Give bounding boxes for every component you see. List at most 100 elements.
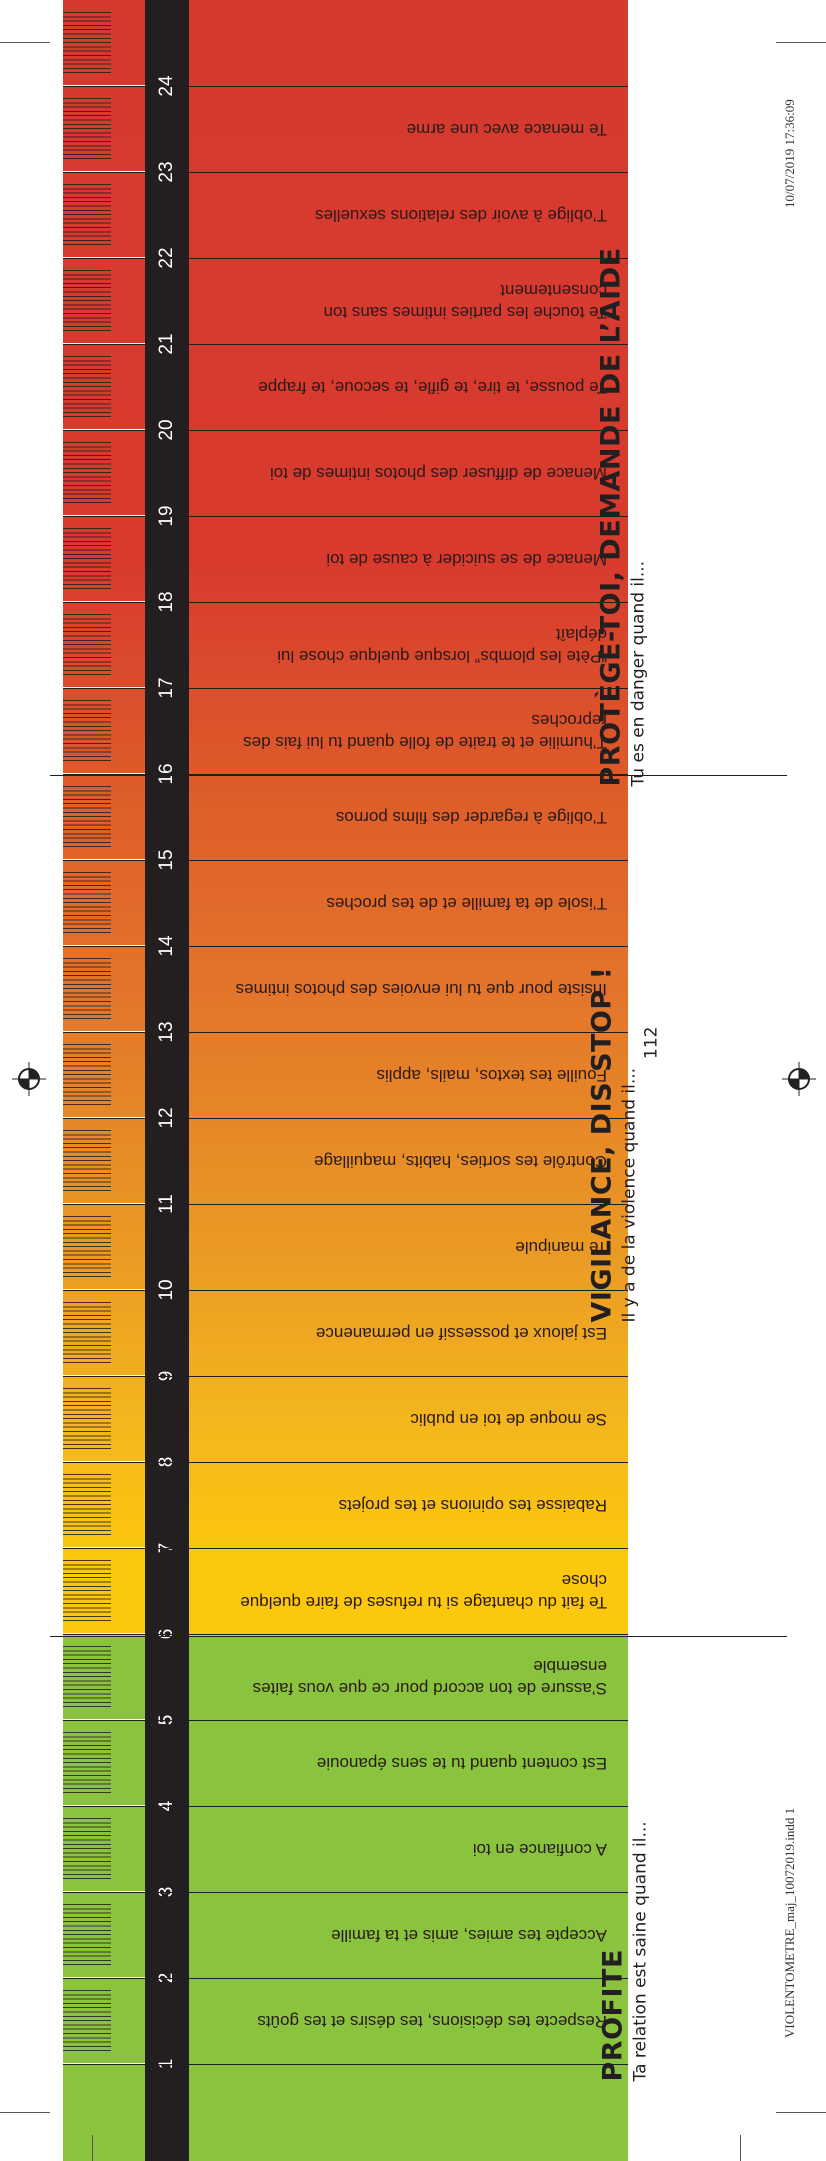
minor-ticks [63,958,111,1020]
minor-ticks [63,1646,111,1708]
scale-tick [63,343,145,344]
scale-tick [63,257,145,258]
scale-tick [63,687,145,688]
scale-tick [63,1289,145,1290]
scale-tick [63,1547,145,1548]
list-item: A confiance en toi [189,1806,607,1892]
scale-line [63,1118,628,1119]
list-item: Menace de diffuser des photos intimes de… [189,430,607,516]
section-vigilance-subtitle: Il y a de la violence quand il... [619,1067,640,1323]
list-item: T’oblige à avoir des relations sexuelles [189,172,607,258]
scale-line [63,86,628,87]
scale-line [63,1462,628,1463]
item-text: Est jaloux et possessif en permanence [315,1324,607,1343]
slug-filename: VIOLENTOMETRE_maj_10072019.indd 1 [782,1807,797,2038]
list-item: T’humilie et te traite de folle quand tu… [189,688,607,774]
minor-ticks [63,1044,111,1106]
scale-tick [63,1461,145,1462]
scale-tick [63,1203,145,1204]
scale-line [63,2064,628,2065]
crop-mark [0,2112,50,2113]
scale-line [63,946,628,947]
minor-ticks [63,1560,111,1622]
list-item: Fouille tes textos, mails, applis [189,1032,607,1118]
scale-tick [63,945,145,946]
scale-line [63,1892,628,1893]
item-text: Rabaisse tes opinions et tes projets [338,1496,607,1515]
scale-tick [63,2063,145,2064]
item-text: T’isole de ta famille et de tes proches [326,894,607,913]
item-text: Est content quand tu te sens épanouie [316,1754,607,1773]
crop-mark [740,2135,741,2161]
list-item: Respecte tes décisions, tes désirs et te… [189,1978,607,2064]
scale-line [63,1634,628,1635]
scale-tick [63,601,145,602]
zone-separator-danger [50,775,787,776]
crop-mark [0,42,50,43]
minor-ticks [63,98,111,160]
minor-ticks [63,1990,111,2052]
registration-mark-icon [12,1062,46,1096]
list-item: Insiste pour que tu lui envoies des phot… [189,946,607,1032]
minor-ticks [63,356,111,418]
minor-ticks [63,442,111,504]
scale-tick [63,1805,145,1806]
scale-tick [63,859,145,860]
item-text: T’oblige à avoir des relations sexuelles [315,206,607,225]
minor-ticks [63,1216,111,1278]
item-text: Se moque de toi en public [410,1410,607,1429]
minor-ticks [63,1302,111,1364]
section-vigilance-title: VIGILANCE, DIS STOP ! [586,966,618,1323]
minor-ticks [63,270,111,332]
list-item: Est jaloux et possessif en permanence [189,1290,607,1376]
list-item: Est content quand tu te sens épanouie [189,1720,607,1806]
crop-mark [776,42,826,43]
scale-line [63,1720,628,1721]
list-item: “Pète les plombs” lorsque quelque chose … [189,602,607,688]
scale-line [63,1376,628,1377]
section-vigilance: VIGILANCE, DIS STOP ! Il y a de la viole… [586,966,662,1323]
slug-timestamp: 10/07/2019 17:36:09 [782,99,797,208]
scale-tick [63,1031,145,1032]
section-healthy-subtitle: Ta relation est saine quand il... [630,1821,651,2082]
list-item: T’isole de ta famille et de tes proches [189,860,607,946]
item-text: T’humilie et te traite de folle quand tu… [243,711,607,752]
registration-mark-icon [782,1062,816,1096]
item-text: Fouille tes textos, mails, applis [376,1066,607,1085]
scale-line [63,602,628,603]
item-text: Contrôle tes sorties, habits, maquillage [314,1152,607,1171]
list-item: Se moque de toi en public [189,1376,607,1462]
list-item: Contrôle tes sorties, habits, maquillage [189,1118,607,1204]
item-text: Accepte tes amies, amis et ta famille [331,1926,607,1945]
item-text: Te fait du chantage si tu refuses de fai… [240,1571,607,1612]
minor-ticks [63,1818,111,1880]
scale-tick [63,85,145,86]
scale-line [63,516,628,517]
item-text: Te menace avec une arme [406,120,607,139]
scale-tick [63,429,145,430]
list-item: T’oblige à regarder des films pornos [189,774,607,860]
section-healthy: PROFITE Ta relation est saine quand il..… [598,1782,651,2082]
item-text: “Pète les plombs” lorsque quelque chose … [277,625,607,666]
section-danger-subtitle: Tu es en danger quand il... [628,560,649,787]
list-item: Te pousse, te tire, te gifle, te secoue,… [189,344,607,430]
item-text: Menace de diffuser des photos intimes de… [269,464,607,483]
scale-tick [63,1719,145,1720]
list-item: Te fait du chantage si tu refuses de fai… [189,1548,607,1634]
scale-tick [63,1891,145,1892]
item-text: A confiance en toi [472,1840,607,1859]
minor-ticks [63,872,111,934]
minor-ticks [63,1732,111,1794]
crop-mark [776,2112,826,2113]
minor-ticks [63,614,111,676]
list-item: Rabaisse tes opinions et tes projets [189,1462,607,1548]
scale-line [63,258,628,259]
list-item: Menace de se suicider à cause de toi [189,516,607,602]
minor-ticks [63,1388,111,1450]
section-vigilance-phone: 112 [641,1026,662,1059]
list-item: Te menace avec une arme [189,86,607,172]
item-text: S’assure de ton accord pour ce que vous … [252,1657,607,1698]
item-text: Te pousse, te tire, te gifle, te secoue,… [258,378,607,397]
scale-line [63,1032,628,1033]
list-item: Te manipule [189,1204,607,1290]
